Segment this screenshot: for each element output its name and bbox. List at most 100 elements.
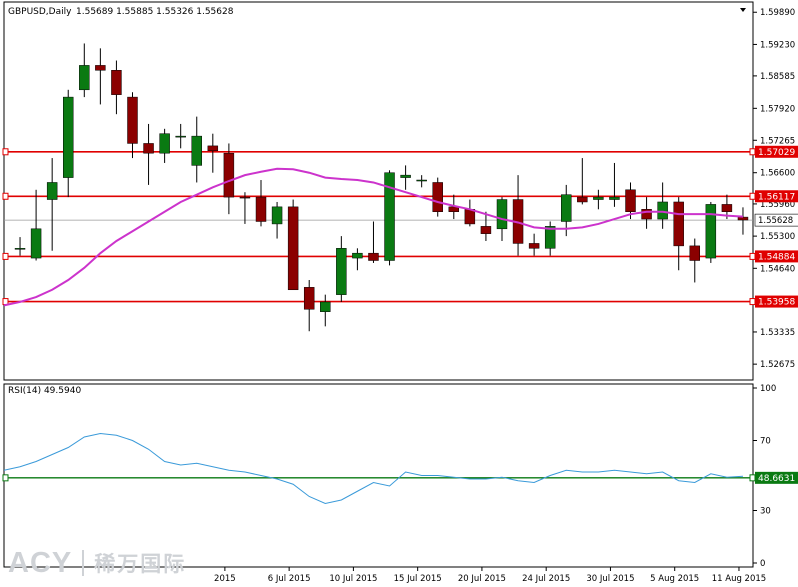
logo-acy: ACY — [8, 546, 73, 579]
level-badge-text: 1.54884 — [758, 252, 795, 262]
current-price-badge: 1.55628 — [754, 213, 798, 227]
x-tick-label: 20 Jul 2015 — [458, 574, 506, 584]
candle-body — [143, 143, 154, 154]
candle-body — [79, 65, 90, 91]
y-tick-label: 1.57265 — [760, 136, 795, 146]
y-tick-label: 1.59230 — [760, 40, 795, 50]
level-anchor — [2, 148, 9, 156]
candle-body — [320, 301, 331, 312]
level-anchor — [749, 252, 756, 260]
price-panel: 1.59890 1.59230 1.58585 1.57920 1.57265 1.566… — [2, 1, 798, 381]
candle-body — [400, 174, 411, 178]
rsi-level-anchor — [749, 474, 756, 482]
candle-body — [207, 145, 219, 152]
rsi-level-anchor — [2, 474, 9, 482]
rsi-level-badge-bg — [755, 471, 798, 484]
candle-body — [223, 152, 235, 198]
candle-body — [577, 196, 588, 203]
x-tick-label: 11 Aug 2015 — [712, 574, 766, 584]
x-tick-label: 24 Jul 2015 — [522, 574, 570, 584]
collapse-icon[interactable] — [740, 8, 746, 12]
y-tick-label: 1.56600 — [760, 169, 795, 179]
candle-body — [609, 196, 620, 200]
level-price-badge: 1.56117 — [755, 190, 798, 203]
rsi-y-tick-label: 0 — [760, 559, 765, 569]
candle-body — [191, 135, 202, 166]
candle-body — [159, 133, 170, 154]
x-tick-label: 10 Jul 2015 — [329, 574, 377, 584]
candle-body — [111, 70, 122, 95]
candle-body — [721, 204, 733, 212]
price-frame — [3, 1, 754, 381]
level-badge-bg — [755, 190, 798, 203]
level-anchor — [2, 192, 9, 200]
candle-body — [705, 204, 717, 259]
candle-body — [673, 201, 684, 247]
level-badge-text: 1.56117 — [758, 192, 795, 202]
ohlc-header: 1.55689 1.55885 1.55326 1.55628 — [76, 7, 234, 17]
candle-body — [689, 245, 701, 261]
x-tick-label: 5 Aug 2015 — [650, 574, 699, 584]
candle-body — [336, 248, 347, 295]
candle-body — [127, 96, 138, 144]
level-badge-text: 1.57029 — [758, 148, 795, 158]
level-badge-text: 1.53958 — [758, 298, 795, 308]
candle-body — [561, 194, 572, 222]
rsi-level-badge: 48.6631 — [755, 471, 798, 484]
current-price-badge-text: 1.55628 — [758, 216, 793, 226]
y-tick-label: 1.54640 — [760, 264, 795, 274]
candle-body — [593, 196, 604, 200]
logo-divider — [82, 550, 85, 576]
x-tick-label: 6 Jul 2015 — [268, 574, 311, 584]
rsi-panel: 2015 6 Jul 2015 10 Jul 2015 15 Jul 2015 20 J… — [2, 383, 798, 584]
candle-body — [657, 201, 668, 220]
chart-title: GBPUSD,Daily — [8, 7, 72, 17]
rsi-title: RSI(14) 49.5940 — [8, 386, 81, 396]
x-tick-label: 30 Jul 2015 — [586, 574, 634, 584]
y-tick-label: 1.55960 — [760, 200, 795, 210]
candle-body — [239, 196, 251, 199]
y-tick-label: 1.55300 — [760, 232, 795, 242]
x-tick-label: 15 Jul 2015 — [394, 574, 442, 584]
candle-body — [287, 206, 299, 291]
candle-body — [496, 199, 508, 230]
candle-body — [368, 252, 379, 261]
candle-body — [62, 96, 74, 178]
candle-body — [384, 172, 395, 261]
logo-chinese-name: 稀万国际 — [94, 553, 187, 576]
rsi-y-tick-label: 30 — [760, 507, 771, 517]
y-tick-label: 1.53335 — [760, 328, 795, 338]
rsi-y-tick-label: 100 — [760, 384, 776, 394]
candle-body — [14, 248, 26, 250]
candle-body — [95, 65, 106, 71]
candle-body — [175, 135, 186, 138]
level-price-badge: 1.53958 — [755, 295, 798, 308]
candle-body — [625, 189, 636, 212]
level-price-badge: 1.54884 — [755, 250, 798, 263]
candle-body — [352, 252, 363, 259]
candle-body — [271, 206, 283, 225]
candle-body — [30, 228, 42, 259]
candle-body — [46, 182, 58, 200]
level-price-badge: 1.57029 — [755, 145, 798, 158]
candle-body — [416, 179, 427, 182]
candle-body — [544, 226, 556, 249]
candle-body — [432, 182, 443, 212]
candle-body — [528, 243, 540, 249]
candle-body — [737, 216, 749, 221]
candle-body — [303, 287, 315, 310]
candle-body — [255, 196, 267, 222]
y-tick-label: 1.57920 — [760, 104, 795, 114]
level-badge-bg — [755, 145, 798, 158]
candle-body — [480, 226, 492, 234]
level-anchor — [749, 148, 756, 156]
rsi-line — [3, 432, 744, 505]
brand-logo: ACY 稀万国际 — [8, 546, 186, 580]
candle-body — [464, 209, 476, 225]
level-anchor — [749, 192, 756, 200]
y-tick-label: 1.52675 — [760, 360, 795, 370]
level-badge-bg — [755, 295, 798, 308]
level-anchor — [749, 298, 756, 306]
rsi-y-tick-label: 70 — [760, 437, 771, 447]
